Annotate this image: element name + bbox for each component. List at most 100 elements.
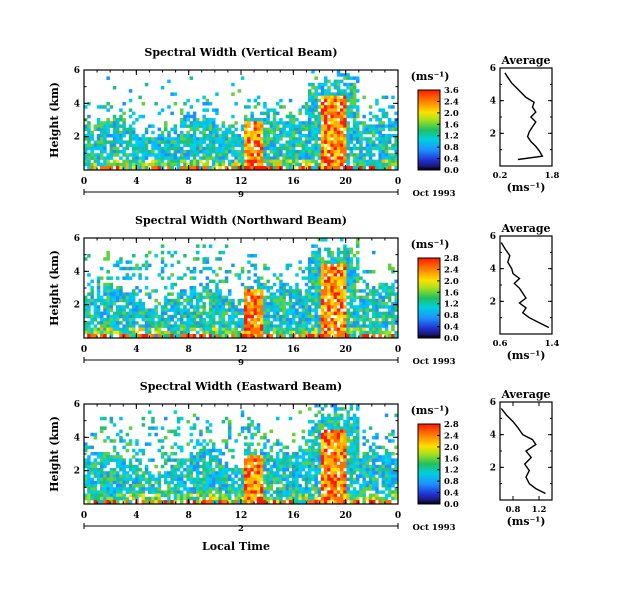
panel-title: Spectral Width (Northward Beam) (135, 214, 347, 227)
average-y-tick-label: 4 (490, 265, 496, 275)
average-y-tick-label: 2 (490, 129, 496, 139)
colorbar-tick-label: 0.4 (444, 323, 459, 333)
y-axis: 2 4 6 (74, 234, 398, 339)
average-y-tick-label: 4 (490, 431, 496, 441)
colorbar-tick-label: 0.8 (444, 143, 459, 153)
average-panel: Average 2 4 6 0.8 1.2(ms⁻¹) (490, 388, 553, 528)
x-tick-label: 0 (81, 345, 87, 355)
colorbar-tick-label: 2.4 (444, 431, 459, 441)
date-label: Oct 1993 (412, 189, 455, 199)
x-tick-label: 16 (287, 345, 300, 355)
colorbar-unit: (ms⁻¹) (411, 70, 450, 83)
y-tick-label: 6 (74, 66, 80, 76)
colorbar-gradient (417, 423, 441, 505)
date-label: Oct 1993 (412, 357, 455, 367)
colorbar-tick-label: 2.8 (444, 420, 459, 430)
average-profile-line (504, 72, 544, 161)
x-tick-label: 20 (339, 511, 352, 521)
average-profile-line (500, 242, 550, 329)
colorbar-unit: (ms⁻¹) (411, 238, 450, 251)
y-tick-label: 6 (74, 234, 80, 244)
x-tick-label: 20 (339, 177, 352, 187)
average-x-label: (ms⁻¹) (507, 515, 546, 528)
colorbar-tick-label: 1.2 (444, 300, 459, 310)
colorbar-gradient (417, 89, 441, 171)
x-tick-label: 16 (287, 511, 300, 521)
colorbar: (ms⁻¹) 2.82.4 2.01.6 1.20.8 0.40.0 (411, 404, 459, 510)
colorbar: (ms⁻¹) 2.82.4 2.01.6 1.20.8 0.40.0 (411, 238, 459, 344)
x-tick-label: 0 (81, 177, 87, 187)
panel-3: Spectral Width (Eastward Beam) 0 4 8 12 16 20 0… (48, 380, 553, 553)
x-tick-label: 12 (235, 511, 248, 521)
date-label: Oct 1993 (412, 523, 455, 533)
x-tick-label: 8 (186, 345, 192, 355)
x-tick-label: 8 (186, 511, 192, 521)
y-axis-label: Height (km) (48, 416, 61, 492)
average-y-tick-label: 6 (490, 232, 496, 242)
day-label: 9 (238, 190, 244, 200)
y-tick-label: 2 (74, 467, 80, 477)
colorbar-tick-label: 0.8 (444, 311, 459, 321)
date-bar: 9 Oct 1993 (83, 189, 456, 200)
colorbar: (ms⁻¹) 3.62.4 2.01.6 1.20.8 0.40.0 (411, 70, 459, 176)
colorbar-tick-label: 0.0 (444, 500, 459, 510)
panel-title: Spectral Width (Eastward Beam) (140, 380, 342, 393)
colorbar-tick-label: 0.4 (444, 489, 459, 499)
colorbar-tick-label: 0.4 (444, 155, 459, 165)
x-tick-label: 8 (186, 177, 192, 187)
y-tick-label: 2 (74, 301, 80, 311)
x-axis: 0 4 8 12 16 20 0 (81, 70, 401, 187)
colorbar-tick-label: 2.0 (444, 443, 459, 453)
average-y-tick-label: 6 (490, 398, 496, 408)
heatmap-cells (84, 238, 398, 338)
average-title: Average (500, 222, 550, 235)
panel-title: Spectral Width (Vertical Beam) (144, 46, 337, 59)
x-tick-label: 0 (395, 177, 401, 187)
y-axis: 2 4 6 (74, 400, 398, 505)
x-tick-label: 4 (133, 345, 139, 355)
day-label: 2 (238, 524, 244, 534)
x-axis-label: Local Time (202, 540, 270, 553)
y-tick-label: 4 (74, 267, 80, 277)
colorbar-tick-label: 1.2 (444, 132, 459, 142)
y-axis-label: Height (km) (48, 82, 61, 158)
y-axis: 2 4 6 (74, 66, 398, 171)
average-panel: Average 2 4 6 0.2 1.8(ms⁻¹) (490, 54, 560, 194)
average-y-tick-label: 2 (490, 463, 496, 473)
x-tick-label: 16 (287, 177, 300, 187)
x-axis: 0 4 8 12 16 20 0 (81, 404, 401, 521)
average-title: Average (500, 388, 550, 401)
average-frame (499, 67, 553, 167)
y-tick-label: 2 (74, 133, 80, 143)
x-tick-label: 20 (339, 345, 352, 355)
average-y-tick-label: 2 (490, 297, 496, 307)
x-tick-label: 12 (235, 345, 248, 355)
average-title: Average (500, 54, 550, 67)
y-tick-label: 4 (74, 433, 80, 443)
x-tick-label: 4 (133, 177, 139, 187)
y-tick-label: 6 (74, 400, 80, 410)
date-bar: 2 Oct 1993 (83, 523, 456, 534)
x-tick-label: 12 (235, 177, 248, 187)
panel-2: Spectral Width (Northward Beam)0 4 8 12 16 20… (48, 214, 559, 368)
average-x-tick-label: 1.4 (545, 339, 560, 349)
average-x-tick-label: 1.8 (545, 171, 560, 181)
colorbar-tick-label: 2.4 (444, 97, 459, 107)
colorbar-tick-label: 1.6 (444, 288, 459, 298)
colorbar-tick-label: 2.4 (444, 265, 459, 275)
average-y-tick-label: 6 (490, 64, 496, 74)
average-x-tick-label: 0.8 (506, 505, 521, 515)
average-x-label: (ms⁻¹) (507, 349, 546, 362)
colorbar-tick-label: 2.8 (444, 254, 459, 264)
average-x-label: (ms⁻¹) (507, 181, 546, 194)
colorbar-tick-label: 2.0 (444, 109, 459, 119)
colorbar-tick-label: 3.6 (444, 86, 459, 96)
y-tick-label: 4 (74, 99, 80, 109)
colorbar-tick-label: 0.8 (444, 477, 459, 487)
x-tick-label: 0 (395, 511, 401, 521)
x-tick-label: 4 (133, 511, 139, 521)
colorbar-tick-label: 0.0 (444, 166, 459, 176)
average-panel: Average 2 4 6 0.6 1.4(ms⁻¹) (490, 222, 560, 362)
colorbar-gradient (417, 257, 441, 339)
